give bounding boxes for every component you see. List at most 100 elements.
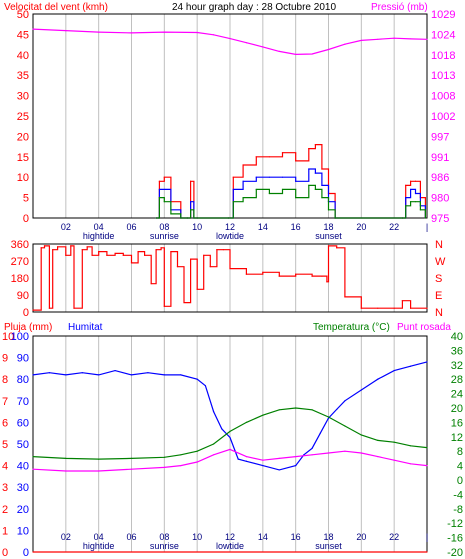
series-wind_low-point [295,197,297,199]
rain-tick-label: 2 [2,504,8,516]
series-direction-point [209,266,211,268]
compass-tick-label: S [435,273,442,285]
temperature-tick-label: 16 [451,417,463,429]
series-wind_low-point [155,217,157,219]
panel1-tick-label: 12 [225,222,235,232]
series-wind_low-point [419,209,422,211]
panel3-event-sunrise: sunrise [150,541,179,551]
temperature-tick-label: 4 [457,461,463,473]
series-pressure-point [65,30,67,32]
panel3-tick-label: 16 [291,532,301,542]
series-temperature-point [196,450,198,452]
wind-tick-label: 45 [17,29,29,41]
chart-layer: 0510152025303540455097598098699199710021… [2,9,463,559]
series-temperature-point [393,441,395,443]
series-direction-point [327,245,330,247]
series-humidity-point [180,374,182,376]
wind-tick-label: 50 [17,9,29,21]
compass-tick-label: N [435,307,443,319]
dewpoint-axis-title: Punt rosada [397,322,451,333]
series-wind_low-point [180,217,182,219]
series-humidity-point [245,460,248,462]
temperature-tick-label: 12 [451,432,463,444]
wind-tick-label: 35 [17,70,29,82]
series-temperature-point [245,421,248,423]
series-wind_low-point [401,217,403,219]
series-wind_low-point [232,201,234,203]
panel3-tick-label: 10 [192,532,202,542]
wind-tick-label: 5 [23,193,29,205]
pressure-tick-label: 997 [431,131,449,143]
series-pressure-point [311,53,313,55]
rain-tick-label: 5 [2,439,8,451]
temperature-tick-label: -8 [453,504,463,516]
wind-tick-label: 0 [23,213,29,225]
series-humidity-point [65,374,67,376]
series-humidity-point [393,369,395,372]
series-direction-point [176,266,179,268]
series-direction [33,245,427,311]
wind-tick-label: 30 [17,91,29,103]
series-rain-point [426,551,428,553]
series-gust-point [232,176,234,178]
series-wind_mid-point [255,176,257,178]
series-wind_low-point [308,184,310,186]
series-direction-point [326,281,328,283]
humidity-tick-label: 0 [23,547,29,559]
series-humidity-point [237,458,239,460]
series-gust-point [321,168,323,170]
series-wind_mid-point [281,176,284,178]
series-direction-point [130,262,133,264]
series-direction-point [377,307,379,309]
series-wind_low-point [414,201,417,203]
series-direction-point [73,307,75,309]
series-wind_mid-point [314,172,316,174]
series-humidity-point [32,374,34,376]
direction-tick-label: 270 [11,256,29,268]
series-rain-point [32,551,34,553]
series-gust-point [295,160,297,162]
series-temperature-point [311,409,313,411]
series-pressure [32,28,428,56]
series-temperature-point [262,414,264,416]
series-wind_low-point [193,217,195,219]
temperature-tick-label: 40 [451,331,463,343]
series-direction-point [65,254,67,256]
series-dewpoint-point [130,468,133,470]
humidity-tick-label: 20 [17,504,29,516]
panel3-tick-label: 02 [61,532,71,542]
series-humidity-point [262,465,264,467]
series-pressure-point [32,28,34,30]
series-dewpoint-point [65,470,67,472]
wind-tick-label: 15 [17,152,29,164]
series-gust-point [405,184,407,186]
series-direction-point [183,301,185,304]
series-gust-point [409,180,412,182]
temperature-tick-label: 32 [451,360,463,372]
series-wind_low-point [334,217,336,219]
rain-tick-label: 8 [2,374,8,386]
pressure-tick-label: 1024 [431,29,455,41]
series-dewpoint-point [229,448,231,450]
series-pressure-point [377,38,379,40]
series-pressure-point [278,50,280,53]
wind-tick-label: 10 [17,172,29,184]
humidity-tick-label: 30 [17,482,29,494]
series-direction-point [43,245,46,247]
series-humidity-point [204,385,206,387]
series-direction-point [295,273,297,275]
series-direction-point [98,250,100,253]
pressure-tick-label: 1008 [431,91,455,103]
series-pressure-point [327,48,330,51]
panel1-tick-label: 16 [291,222,301,232]
panel3-event-sunset: sunset [315,541,342,551]
series-direction-point [245,273,248,275]
series-dewpoint-point [98,470,100,472]
pressure-tick-label: 1013 [431,70,455,82]
series-direction-point [106,254,108,256]
panel1-tick-label: 22 [389,222,399,232]
series-dewpoint-point [180,465,182,467]
series-gust-point [255,156,257,158]
series-wind_low-point [196,217,198,219]
panel1-event-sunrise: sunrise [150,231,179,241]
